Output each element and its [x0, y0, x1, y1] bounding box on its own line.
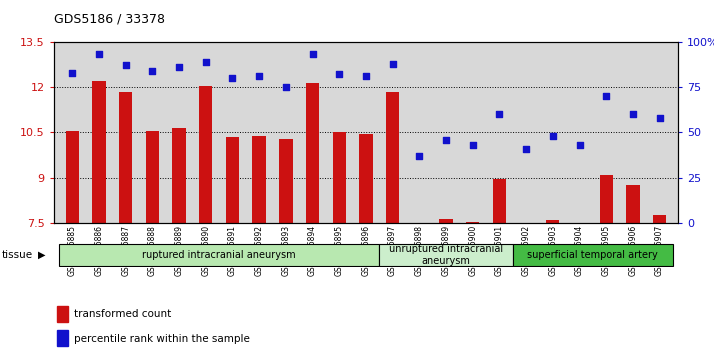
FancyBboxPatch shape: [513, 244, 673, 266]
Bar: [66, 131, 79, 223]
Point: [600, 93, 612, 99]
Point: [574, 142, 585, 148]
Point: [654, 115, 665, 121]
Text: ▶: ▶: [38, 250, 46, 260]
Point: [413, 153, 425, 159]
Bar: [306, 82, 319, 223]
Text: unruptured intracranial
aneurysm: unruptured intracranial aneurysm: [389, 244, 503, 266]
Point: [521, 146, 532, 152]
Text: percentile rank within the sample: percentile rank within the sample: [74, 334, 249, 344]
Bar: [439, 219, 453, 223]
Point: [200, 59, 211, 65]
Point: [467, 142, 478, 148]
Bar: [386, 92, 399, 223]
Point: [387, 61, 398, 66]
Bar: [466, 222, 479, 223]
Bar: [653, 215, 666, 223]
Bar: [253, 135, 266, 223]
Bar: [56, 330, 68, 346]
Point: [307, 52, 318, 57]
Bar: [146, 131, 159, 223]
Point: [441, 137, 452, 143]
Point: [333, 72, 345, 77]
Bar: [92, 81, 106, 223]
Bar: [199, 86, 212, 223]
Point: [174, 64, 185, 70]
Point: [493, 111, 505, 117]
Bar: [493, 179, 506, 223]
Text: GDS5186 / 33378: GDS5186 / 33378: [54, 13, 164, 26]
Bar: [600, 175, 613, 223]
FancyBboxPatch shape: [379, 244, 513, 266]
Bar: [359, 134, 373, 223]
Bar: [172, 128, 186, 223]
Point: [120, 62, 131, 68]
Text: ruptured intracranial aneurysm: ruptured intracranial aneurysm: [142, 250, 296, 260]
Bar: [56, 306, 68, 322]
Point: [227, 75, 238, 81]
Point: [146, 68, 158, 74]
Point: [280, 84, 291, 90]
Point: [627, 111, 638, 117]
Point: [547, 133, 558, 139]
Bar: [119, 92, 132, 223]
Point: [253, 73, 265, 79]
Bar: [626, 185, 640, 223]
Bar: [546, 220, 560, 223]
Text: transformed count: transformed count: [74, 309, 171, 319]
Point: [94, 52, 105, 57]
Bar: [279, 139, 293, 223]
Point: [361, 73, 372, 79]
FancyBboxPatch shape: [59, 244, 379, 266]
Text: tissue: tissue: [2, 250, 34, 260]
Text: superficial temporal artery: superficial temporal artery: [528, 250, 658, 260]
Bar: [226, 137, 239, 223]
Point: [66, 70, 78, 76]
Bar: [333, 132, 346, 223]
